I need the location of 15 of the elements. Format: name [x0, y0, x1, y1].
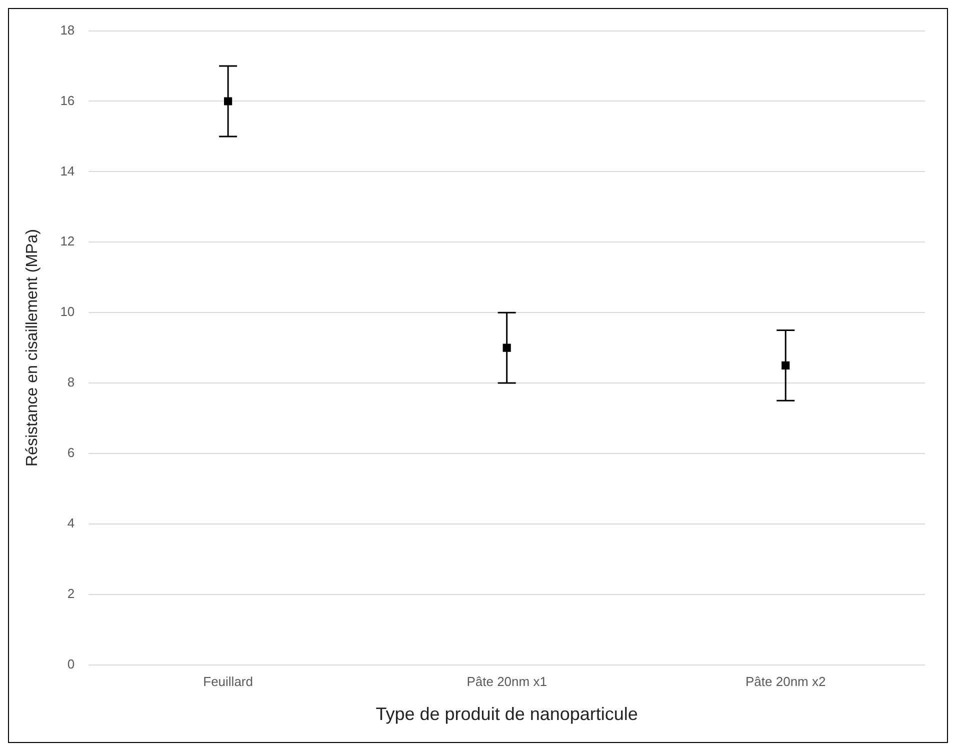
y-tick-label: 10: [60, 304, 75, 320]
y-tick-label: 0: [67, 656, 75, 672]
x-tick-label: Pâte 20nm x2: [746, 674, 826, 690]
x-axis-title: Type de produit de nanoparticule: [376, 704, 638, 724]
y-tick-label: 14: [60, 163, 75, 178]
x-tick-label: Feuillard: [203, 674, 253, 690]
y-tick-label: 12: [60, 234, 75, 249]
y-tick-label: 6: [67, 445, 75, 460]
y-axis-title: Résistance en cisaillement (MPa): [24, 229, 42, 467]
y-tick-label: 16: [60, 92, 75, 108]
y-tick-label: 4: [67, 515, 75, 530]
y-tick-label: 18: [60, 22, 75, 38]
y-tick-label: 8: [67, 374, 75, 390]
x-tick-label: Pâte 20nm x1: [466, 674, 547, 690]
y-tick-label: 2: [67, 586, 75, 601]
